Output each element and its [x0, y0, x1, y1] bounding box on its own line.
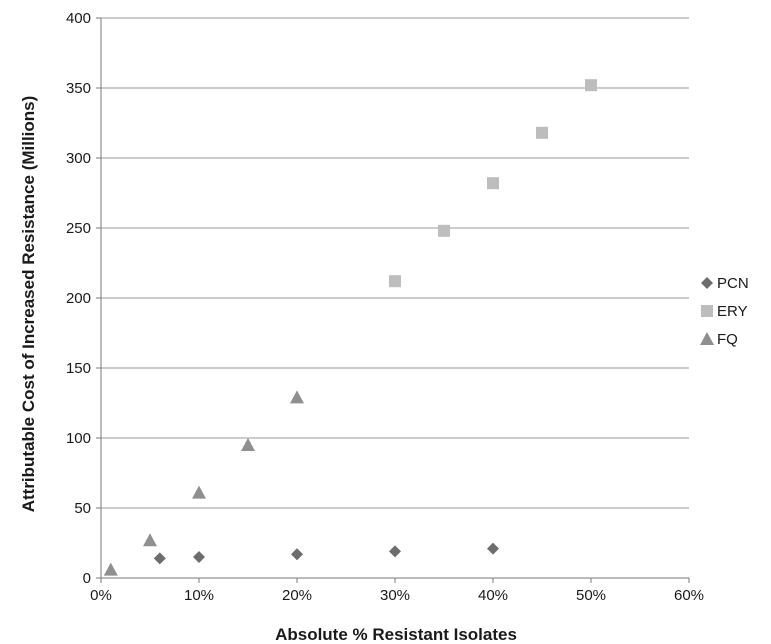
y-tick-label: 300: [66, 150, 91, 167]
point-fq: [290, 390, 304, 404]
legend-marker-pcn: [701, 277, 713, 289]
point-pcn: [193, 551, 205, 563]
x-tick-label: 30%: [380, 587, 410, 604]
y-axis-tick-labels: 0 50 100 150 200 250 300 350 400: [66, 10, 91, 587]
point-ery: [585, 79, 597, 92]
x-tick-label: 20%: [282, 587, 312, 604]
point-ery: [487, 177, 499, 190]
y-tick-label: 250: [66, 220, 91, 237]
legend-label: PCN: [717, 275, 749, 292]
data-points: [103, 79, 597, 576]
legend-item-fq: FQ: [700, 331, 738, 348]
point-pcn: [389, 545, 401, 558]
point-ery: [438, 224, 450, 237]
legend-label: ERY: [717, 303, 748, 320]
legend-marker-ery: [701, 305, 713, 317]
y-axis-title: Attributable Cost of Increased Resistanc…: [19, 96, 38, 513]
y-tick-label: 400: [66, 10, 91, 27]
x-tick-label: 10%: [184, 587, 214, 604]
x-axis-title: Absolute % Resistant Isolates: [275, 625, 517, 644]
y-tick-label: 150: [66, 360, 91, 377]
point-fq: [143, 533, 157, 547]
x-axis-tick-labels: 0% 10% 20% 30% 40% 50% 60%: [90, 587, 704, 604]
y-tick-label: 200: [66, 290, 91, 307]
point-pcn: [487, 542, 499, 555]
point-fq: [192, 485, 206, 499]
point-fq: [103, 562, 118, 576]
point-ery: [536, 126, 548, 139]
point-ery: [389, 275, 401, 288]
legend-item-ery: ERY: [701, 303, 748, 320]
legend-marker-fq: [700, 332, 714, 345]
y-tick-label: 0: [83, 570, 91, 587]
legend-label: FQ: [717, 331, 738, 348]
legend: PCN ERY FQ: [700, 275, 749, 348]
y-tick-label: 100: [66, 430, 91, 447]
x-tick-label: 50%: [576, 587, 606, 604]
x-tick-label: 60%: [674, 587, 704, 604]
point-pcn: [153, 552, 166, 565]
axes: [96, 17, 690, 583]
x-tick-label: 0%: [90, 587, 112, 604]
legend-item-pcn: PCN: [701, 275, 749, 292]
y-tick-label: 350: [66, 80, 91, 97]
gridlines: [101, 17, 689, 509]
point-pcn: [291, 548, 303, 561]
point-fq: [241, 438, 255, 451]
y-tick-label: 50: [74, 500, 91, 517]
x-tick-label: 40%: [478, 587, 508, 604]
